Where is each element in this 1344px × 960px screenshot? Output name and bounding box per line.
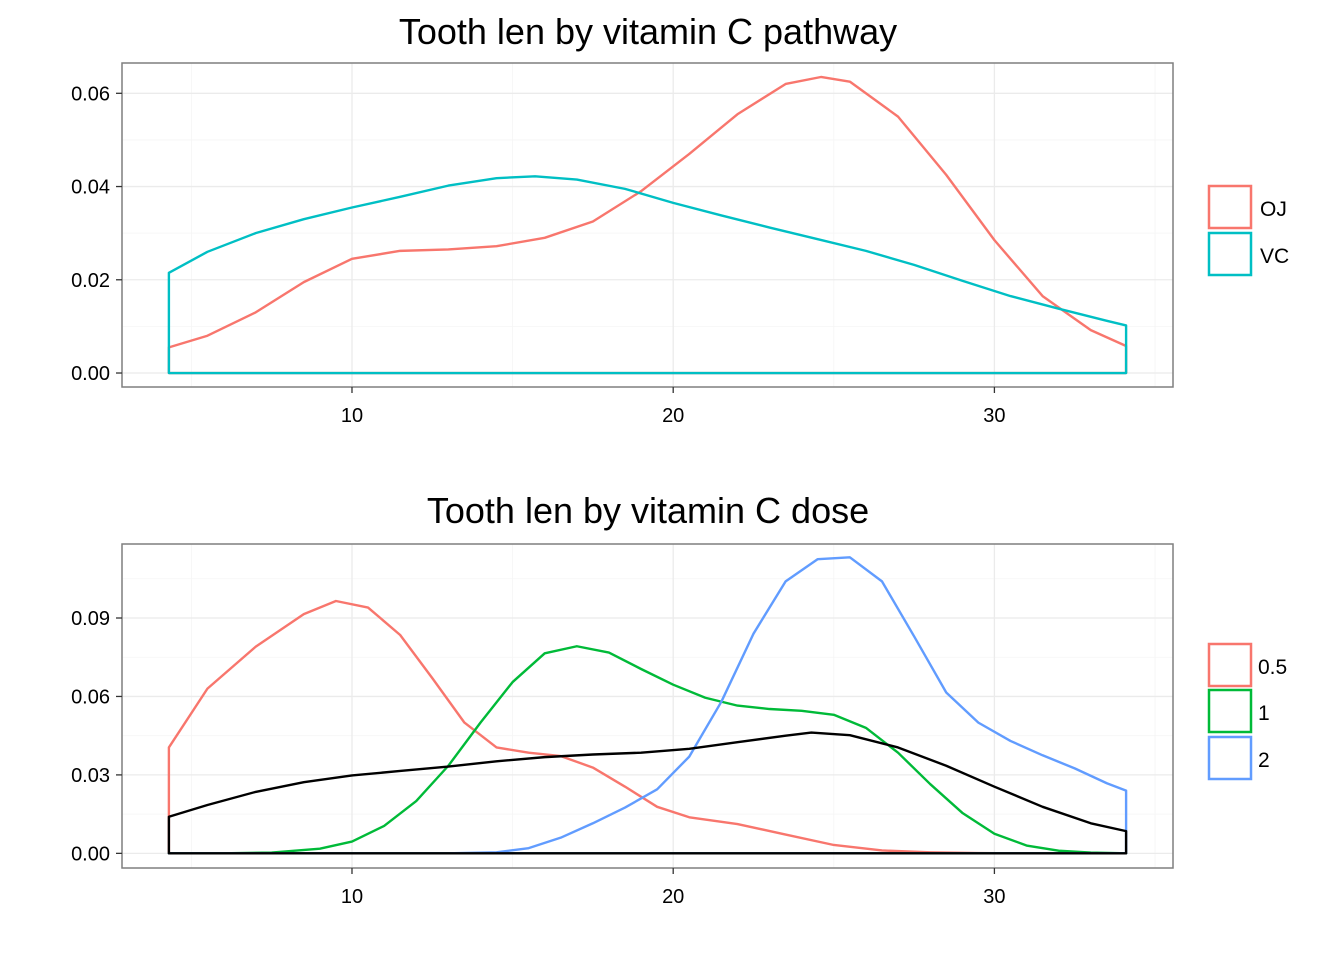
legend-key-vc	[1207, 231, 1253, 277]
legend-key-dose-1	[1207, 688, 1253, 734]
y-tick-label: 0.09	[71, 608, 110, 630]
y-tick-label: 0.00	[71, 843, 110, 865]
density-line-overall	[167, 731, 1128, 855]
legend-key-dose-2	[1207, 735, 1253, 781]
chart-dose: Tooth len by vitamin C dose 0.00 0.03 0.…	[71, 490, 1287, 908]
density-lines	[167, 75, 1128, 375]
x-tick-label: 30	[983, 886, 1005, 908]
legend: OJ VC	[1207, 184, 1289, 277]
plot-panel-border	[121, 543, 1174, 869]
legend-item-vc: VC	[1207, 231, 1289, 277]
y-tick-label: 0.02	[71, 270, 110, 292]
density-line-2	[167, 556, 1128, 855]
y-axis: 0.00 0.03 0.06 0.09	[71, 608, 122, 865]
legend-label-dose-0-5: 0.5	[1258, 656, 1287, 679]
plot-panel-background	[122, 63, 1173, 387]
density-line-vc	[167, 175, 1128, 375]
y-tick-label: 0.06	[71, 83, 110, 105]
x-tick-label: 20	[662, 405, 684, 427]
legend-item-dose-1: 1	[1207, 688, 1270, 734]
legend-label-oj: OJ	[1260, 198, 1287, 221]
legend-label-vc: VC	[1260, 245, 1289, 268]
chart-pathway: Tooth len by vitamin C pathway 0.00 0.02…	[71, 11, 1289, 427]
x-axis: 10 20 30	[341, 387, 1006, 427]
y-axis: 0.00 0.02 0.04 0.06	[71, 83, 122, 385]
legend-item-dose-2: 2	[1207, 735, 1270, 781]
legend-label-dose-2: 2	[1258, 749, 1270, 772]
y-tick-label: 0.04	[71, 177, 110, 199]
density-lines	[167, 556, 1128, 855]
x-tick-label: 10	[341, 886, 363, 908]
legend-label-dose-1: 1	[1258, 702, 1270, 725]
legend-key-dose-0-5	[1207, 642, 1253, 688]
density-line-1	[167, 645, 1128, 855]
plot-panel-background	[122, 544, 1173, 868]
plot-panel-border	[121, 62, 1174, 388]
chart-title: Tooth len by vitamin C pathway	[399, 11, 897, 52]
chart-title: Tooth len by vitamin C dose	[427, 490, 869, 531]
y-tick-label: 0.03	[71, 765, 110, 787]
legend: 0.5 1 2	[1207, 642, 1287, 781]
legend-key-oj	[1207, 184, 1253, 230]
x-axis: 10 20 30	[341, 868, 1006, 908]
x-tick-label: 30	[983, 405, 1005, 427]
x-tick-label: 10	[341, 405, 363, 427]
legend-item-dose-0-5: 0.5	[1207, 642, 1287, 688]
y-tick-label: 0.00	[71, 363, 110, 385]
legend-item-oj: OJ	[1207, 184, 1287, 230]
y-tick-label: 0.06	[71, 686, 110, 708]
density-line-oj	[167, 75, 1128, 375]
x-tick-label: 20	[662, 886, 684, 908]
